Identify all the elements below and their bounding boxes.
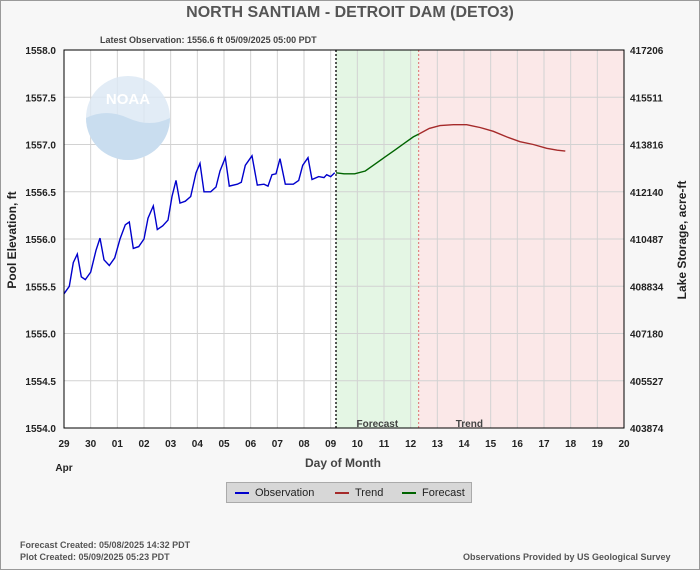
- y-tick-label: 1557.5: [25, 93, 56, 104]
- y2-tick-label: 408834: [630, 282, 664, 293]
- x-axis-label: Day of Month: [305, 456, 381, 470]
- x-tick-label: 08: [298, 439, 310, 450]
- y2-tick-label: 410487: [630, 235, 664, 246]
- legend-label-observation: Observation: [255, 487, 315, 499]
- x-tick-label: 03: [165, 439, 177, 450]
- x-tick-label: 29: [58, 439, 70, 450]
- plot-border: [63, 49, 625, 429]
- legend-swatch-forecast: [402, 492, 416, 495]
- x-tick-label: 09: [325, 439, 337, 450]
- x-tick-label: 14: [458, 439, 470, 450]
- chart-title: NORTH SANTIAM - DETROIT DAM (DETO3): [186, 4, 514, 21]
- y2-tick-label: 405527: [630, 377, 664, 388]
- legend-item-observation: Observation: [235, 487, 314, 500]
- y-tick-label: 1554.0: [25, 424, 56, 435]
- y-tick-label: 1558.0: [25, 46, 56, 57]
- legend-swatch-observation: [235, 492, 249, 495]
- region-label-forecast: Forecast: [356, 419, 398, 430]
- x-month-label: Apr: [55, 463, 72, 474]
- legend-item-forecast: Forecast: [402, 487, 465, 500]
- y2-tick-label: 415511: [630, 93, 663, 104]
- x-tick-label: 17: [538, 439, 550, 450]
- x-tick-label: 15: [485, 439, 497, 450]
- x-tick-label: 20: [618, 439, 630, 450]
- y2-axis-label: Lake Storage, acre-ft: [675, 181, 689, 300]
- series-line-trend: [418, 124, 566, 152]
- series-line-forecast: [335, 133, 420, 175]
- x-tick-label: 07: [272, 439, 284, 450]
- y-axis-label: Pool Elevation, ft: [5, 191, 19, 288]
- data-provider: Observations Provided by US Geological S…: [463, 552, 671, 562]
- x-tick-label: 04: [192, 439, 204, 450]
- x-tick-label: 12: [405, 439, 417, 450]
- x-tick-label: 06: [245, 439, 257, 450]
- x-tick-label: 16: [512, 439, 524, 450]
- x-tick-label: 13: [432, 439, 444, 450]
- legend: Observation Trend Forecast: [226, 482, 472, 503]
- x-tick-label: 01: [112, 439, 124, 450]
- y2-tick-label: 413816: [630, 141, 664, 152]
- y2-tick-label: 407180: [630, 330, 664, 341]
- y2-tick-label: 403874: [630, 424, 664, 435]
- x-tick-label: 05: [218, 439, 230, 450]
- y-tick-label: 1554.5: [25, 377, 56, 388]
- region-label-trend: Trend: [456, 419, 483, 430]
- legend-label-trend: Trend: [355, 487, 384, 499]
- x-tick-label: 30: [85, 439, 97, 450]
- series-line-observation: [63, 154, 336, 295]
- latest-observation: Latest Observation: 1556.6 ft 05/09/2025…: [100, 35, 317, 45]
- x-tick-label: 18: [565, 439, 577, 450]
- watermark-text: NOAA: [106, 91, 150, 108]
- y-tick-label: 1557.0: [25, 141, 56, 152]
- y-tick-label: 1555.0: [25, 330, 56, 341]
- y2-tick-label: 417206: [630, 46, 664, 57]
- y-tick-label: 1556.5: [25, 188, 56, 199]
- legend-swatch-trend: [335, 492, 349, 495]
- y-tick-label: 1555.5: [25, 282, 56, 293]
- legend-label-forecast: Forecast: [422, 487, 465, 499]
- legend-item-trend: Trend: [335, 487, 383, 500]
- forecast-created: Forecast Created: 05/08/2025 14:32 PDT: [20, 540, 191, 550]
- x-tick-label: 10: [352, 439, 364, 450]
- watermark-wave: [86, 113, 170, 160]
- x-tick-label: 11: [379, 439, 390, 450]
- x-tick-label: 19: [592, 439, 604, 450]
- y-tick-label: 1556.0: [25, 235, 56, 246]
- y2-tick-label: 412140: [630, 188, 664, 199]
- x-tick-label: 02: [138, 439, 150, 450]
- plot-created: Plot Created: 05/09/2025 05:23 PDT: [20, 552, 170, 562]
